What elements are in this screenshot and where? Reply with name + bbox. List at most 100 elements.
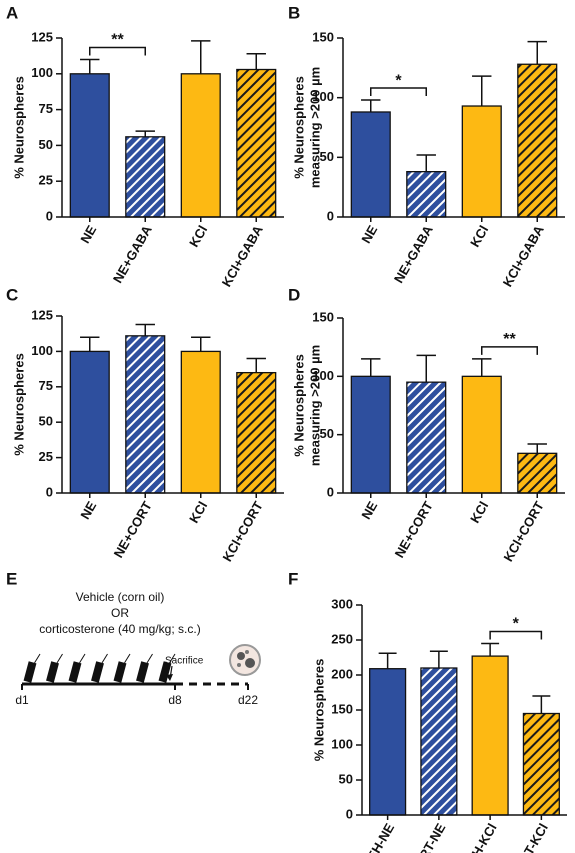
x-tick-label: NE bbox=[358, 498, 380, 521]
significance-label: * bbox=[513, 616, 520, 633]
bar bbox=[522, 712, 560, 816]
needle bbox=[146, 653, 153, 664]
sphere bbox=[245, 658, 255, 668]
panel-label: D bbox=[288, 285, 300, 304]
protocol-text: corticosterone (40 mg/kg; s.c.) bbox=[39, 622, 200, 636]
bar bbox=[517, 63, 558, 218]
bar bbox=[406, 381, 447, 494]
day-label: d8 bbox=[168, 693, 182, 707]
x-tick-label: NE bbox=[358, 222, 380, 245]
sphere bbox=[237, 652, 245, 660]
y-tick-label: 250 bbox=[331, 631, 353, 646]
bar bbox=[125, 335, 166, 494]
panel-label: F bbox=[288, 569, 298, 588]
event-label: Sacrifice bbox=[165, 656, 204, 667]
significance-label: ** bbox=[111, 32, 124, 49]
needle bbox=[56, 653, 63, 664]
y-axis-label: measuring >200 µm bbox=[307, 345, 322, 466]
sphere bbox=[245, 650, 249, 654]
significance-bracket bbox=[481, 346, 538, 355]
x-tick-label: CORT-NE bbox=[406, 820, 448, 853]
protocol-text: OR bbox=[111, 606, 129, 620]
x-tick-label: KCl+GABA bbox=[219, 222, 266, 289]
arrow-head bbox=[166, 674, 173, 681]
x-tick-label: NE+GABA bbox=[391, 222, 436, 285]
dish bbox=[229, 644, 261, 676]
x-tick-label: KCl+CORT bbox=[219, 499, 265, 564]
bar bbox=[461, 105, 502, 218]
y-tick-label: 0 bbox=[346, 806, 353, 821]
y-axis-label: % Neurospheres bbox=[291, 76, 306, 179]
y-tick-label: 0 bbox=[327, 484, 334, 499]
bar bbox=[350, 375, 391, 494]
bar bbox=[69, 350, 110, 494]
y-axis-label: % Neurospheres bbox=[11, 353, 26, 456]
bar bbox=[69, 73, 110, 218]
panel-label: A bbox=[6, 3, 18, 22]
diagram-e: E Vehicle (corn oil) OR corticosterone (… bbox=[6, 569, 261, 707]
y-tick-label: 100 bbox=[312, 89, 334, 104]
x-tick-label: CORT-KCl bbox=[507, 821, 551, 853]
syringe bbox=[158, 661, 172, 683]
y-axis-label: % Neurospheres bbox=[11, 76, 26, 179]
y-tick-label: 50 bbox=[39, 414, 53, 429]
syringe bbox=[23, 661, 37, 683]
y-tick-label: 0 bbox=[46, 484, 53, 499]
syringe bbox=[68, 661, 82, 683]
significance-label: ** bbox=[503, 331, 516, 348]
x-tick-label: VEH-KCl bbox=[460, 821, 500, 853]
chart: D % Neurospheres measuring >200 µm 0 50 100 15… bbox=[288, 285, 565, 564]
x-tick-label: NE+CORT bbox=[392, 499, 436, 561]
significance-bracket bbox=[489, 630, 543, 640]
x-tick-label: KCl bbox=[186, 499, 210, 526]
x-tick-label: NE bbox=[77, 498, 99, 521]
needle bbox=[124, 653, 131, 664]
bar bbox=[180, 350, 221, 494]
y-tick-label: 125 bbox=[31, 29, 53, 44]
bar bbox=[517, 452, 558, 494]
y-tick-label: 25 bbox=[39, 449, 53, 464]
y-tick-label: 100 bbox=[312, 368, 334, 383]
y-tick-label: 150 bbox=[331, 701, 353, 716]
y-tick-label: 300 bbox=[331, 596, 353, 611]
x-tick-label: KCl+GABA bbox=[500, 222, 547, 289]
syringe bbox=[46, 661, 59, 683]
x-tick-label: KCl+CORT bbox=[500, 499, 546, 564]
x-tick-label: KCl bbox=[467, 223, 491, 250]
y-axis-label: % Neurospheres bbox=[311, 659, 326, 762]
x-tick-label: VEH-NE bbox=[360, 820, 398, 853]
significance-label: * bbox=[395, 72, 402, 89]
chart: B % Neurospheres measuring >200 µm 0 50 100 15… bbox=[288, 3, 565, 289]
bar bbox=[471, 655, 509, 816]
y-tick-label: 75 bbox=[39, 101, 53, 116]
y-tick-label: 50 bbox=[39, 137, 53, 152]
y-tick-label: 125 bbox=[31, 307, 53, 322]
y-tick-label: 100 bbox=[331, 736, 353, 751]
y-tick-label: 50 bbox=[320, 426, 334, 441]
needle bbox=[101, 653, 108, 664]
syringe bbox=[113, 661, 127, 683]
x-tick-label: NE+CORT bbox=[111, 499, 155, 561]
day-label: d22 bbox=[238, 693, 258, 707]
y-tick-label: 200 bbox=[331, 666, 353, 681]
bar bbox=[236, 68, 277, 218]
protocol-text: Vehicle (corn oil) bbox=[76, 590, 165, 604]
syringe bbox=[136, 661, 149, 683]
bar bbox=[420, 667, 458, 816]
y-tick-label: 50 bbox=[320, 149, 334, 164]
y-tick-label: 100 bbox=[31, 65, 53, 80]
bar bbox=[369, 668, 407, 816]
significance-bracket bbox=[89, 46, 146, 56]
x-tick-label: NE+GABA bbox=[110, 222, 155, 285]
needle bbox=[34, 653, 41, 664]
bar bbox=[236, 371, 277, 494]
y-axis-label: measuring >200 µm bbox=[307, 67, 322, 188]
y-tick-label: 100 bbox=[31, 343, 53, 358]
y-axis-label: % Neurospheres bbox=[291, 354, 306, 457]
bar bbox=[406, 171, 447, 218]
significance-bracket bbox=[370, 87, 427, 97]
x-tick-label: NE bbox=[77, 222, 99, 245]
x-tick-label: KCl bbox=[186, 223, 210, 250]
bar bbox=[125, 136, 166, 218]
